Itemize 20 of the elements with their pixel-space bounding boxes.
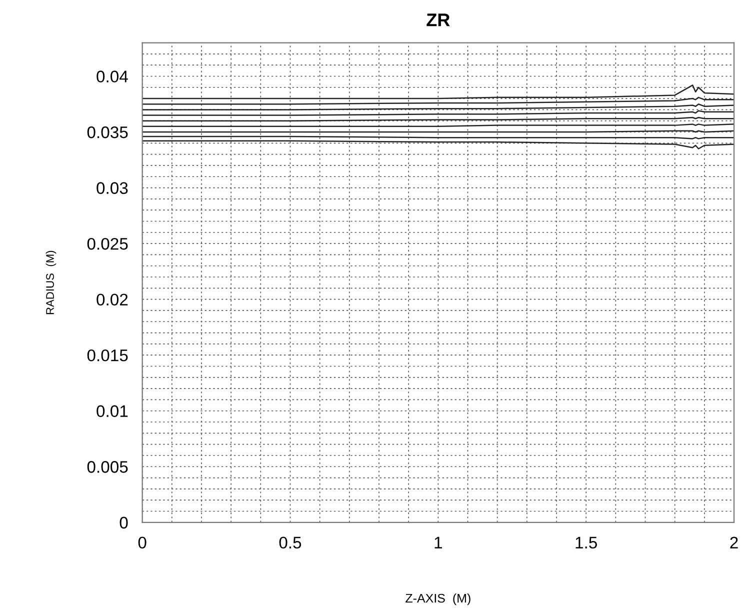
y-tick-label: 0.03	[96, 182, 128, 194]
y-tick-label: 0	[120, 516, 128, 529]
y-tick-label: 0.04	[96, 70, 128, 82]
y-tick-label: 0.005	[87, 461, 128, 473]
chart-title: ZR	[426, 14, 450, 26]
y-tick-label: 0.025	[87, 238, 128, 250]
line-series	[142, 84, 734, 100]
y-tick-label: 0.02	[96, 294, 128, 306]
y-axis-title: RADIUS (M)	[46, 250, 56, 314]
y-tick-label: 0.035	[87, 126, 128, 138]
y-tick-label: 0.01	[96, 405, 128, 418]
x-tick-label: 0.5	[279, 536, 302, 549]
line-series	[142, 96, 734, 105]
x-tick-label: 1	[434, 536, 442, 548]
x-tick-label: 2	[730, 536, 738, 548]
x-tick-label: 1.5	[576, 536, 597, 549]
x-tick-label: 0	[138, 536, 146, 549]
line-series	[142, 140, 734, 150]
x-axis-title: Z-AXIS (M)	[406, 593, 470, 606]
y-tick-label: 0.015	[87, 349, 128, 362]
